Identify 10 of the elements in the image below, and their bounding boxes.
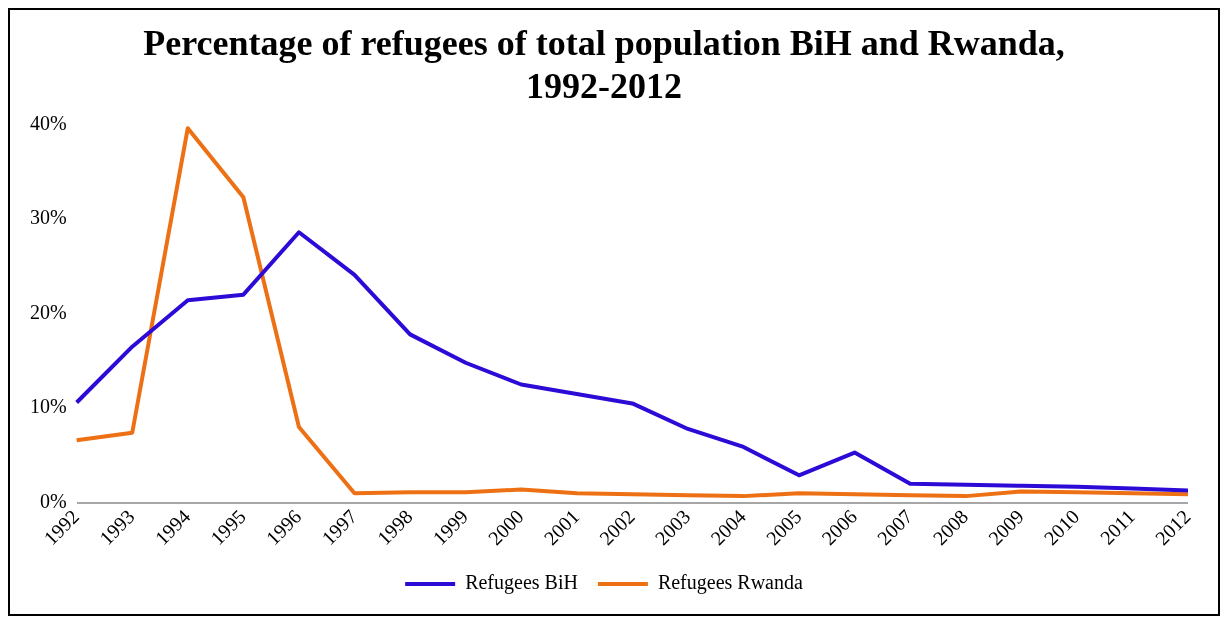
x-tick-label: 2011 [1095,505,1139,549]
chart-title: Percentage of refugees of total population BiH and Rwanda, 1992-2012 [143,22,1065,107]
legend-label: Refugees Rwanda [657,571,803,595]
x-tick-label: 1999 [428,505,473,550]
y-tick-label: 10% [29,395,67,418]
y-tick-label: 20% [29,300,67,323]
y-tick-label: 30% [29,206,67,229]
legend-label: Refugees BiH [465,571,578,595]
y-tick-label: 40% [29,111,67,134]
y-tick-label: 0% [39,490,67,512]
